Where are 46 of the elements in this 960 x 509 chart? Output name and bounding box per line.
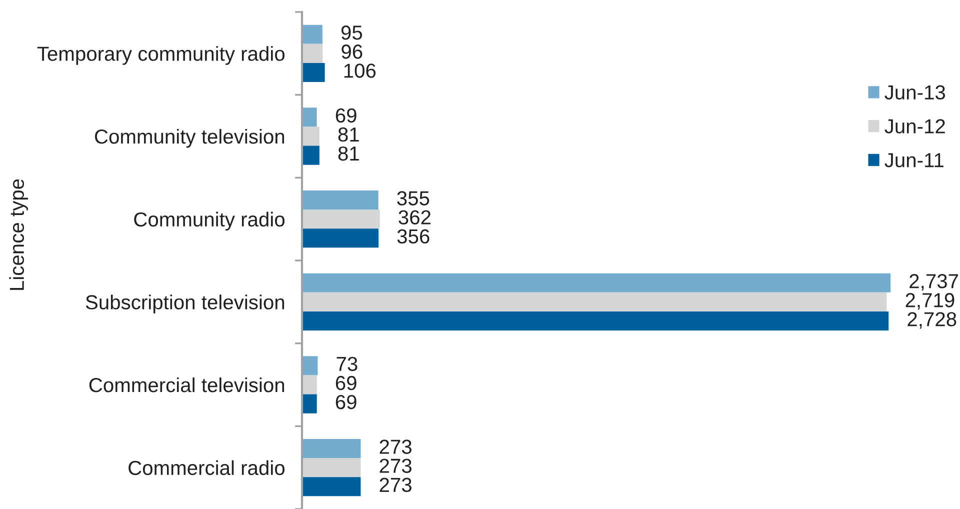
legend-label: Jun-12 [884, 119, 945, 134]
data-label: 355 [397, 191, 430, 206]
y-tick-label: Community radio [134, 212, 284, 231]
bar [302, 273, 891, 292]
data-label: 2,719 [906, 293, 954, 310]
legend-label: Jun-11 [884, 153, 944, 168]
data-label: 69 [336, 376, 356, 390]
bar [302, 146, 320, 165]
data-label: 362 [398, 210, 430, 224]
y-tick-label: Commercial television [89, 377, 284, 392]
data-label: 69 [336, 394, 356, 410]
data-label: 73 [336, 356, 358, 372]
bar [302, 394, 317, 414]
bar [302, 356, 318, 376]
data-label: 2,728 [908, 312, 956, 329]
bar [302, 126, 320, 146]
legend-label: Jun-13 [884, 85, 946, 100]
data-label: 96 [342, 44, 362, 59]
data-label: 273 [380, 478, 412, 492]
bar [302, 439, 361, 458]
bar [302, 24, 322, 44]
bar [302, 375, 317, 394]
data-label: 106 [344, 64, 376, 78]
bar [302, 458, 361, 478]
data-label: 81 [338, 146, 359, 161]
bar [302, 210, 380, 229]
data-label: 95 [341, 26, 362, 40]
data-label: 69 [336, 108, 356, 123]
y-axis-title: Licence type [9, 179, 28, 290]
bar [302, 190, 378, 210]
data-label: 356 [397, 229, 430, 244]
bar [302, 477, 361, 496]
y-tick-label: Community television [94, 128, 284, 148]
data-label: 81 [338, 127, 359, 142]
bar [302, 228, 379, 248]
bar [302, 62, 325, 82]
y-tick-label: Commercial radio [128, 460, 284, 476]
bar [302, 44, 323, 63]
bar [302, 292, 887, 312]
data-label: 2,737 [910, 274, 958, 291]
bar [302, 311, 889, 330]
y-tick-label: Temporary community radio [37, 46, 285, 65]
bar [302, 108, 317, 127]
y-tick-label: Subscription television [86, 294, 284, 314]
data-label: 273 [380, 458, 412, 473]
data-label: 273 [380, 440, 412, 454]
